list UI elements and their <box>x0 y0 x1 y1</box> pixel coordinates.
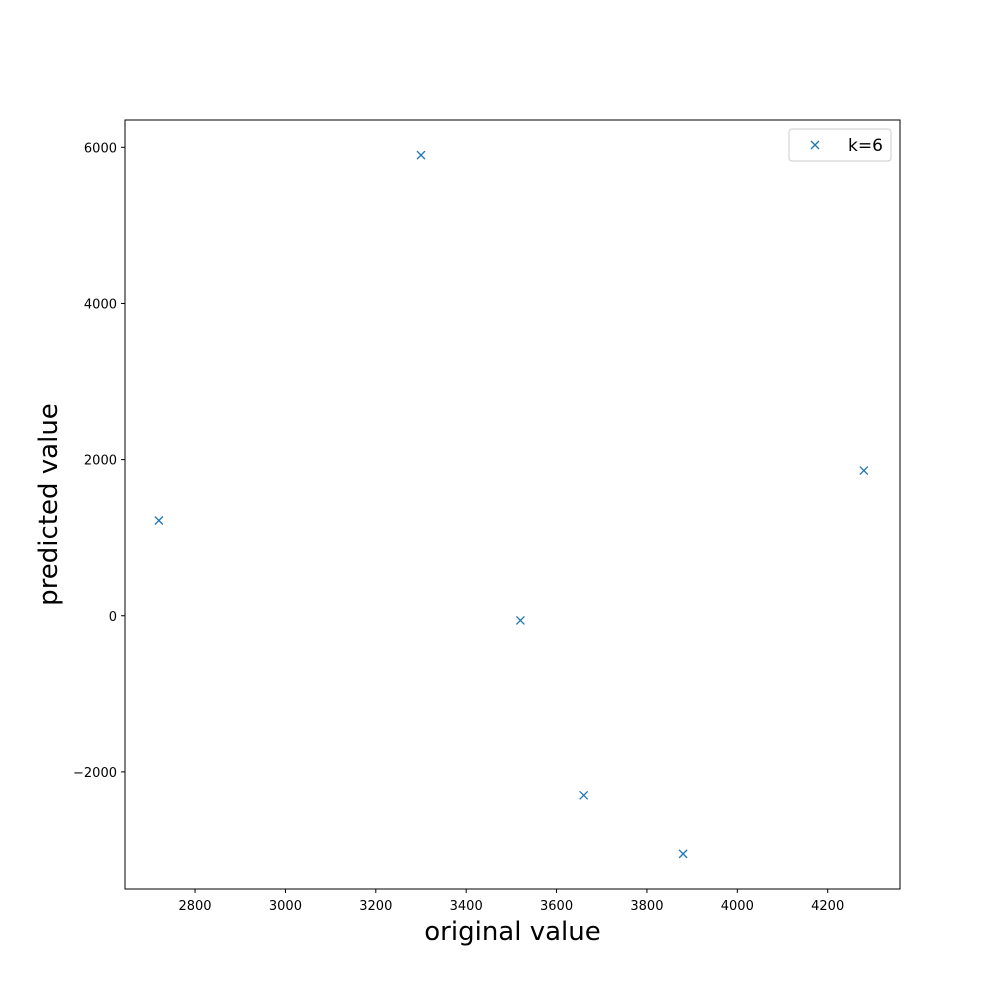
legend-label: k=6 <box>848 136 883 156</box>
data-points <box>154 150 869 859</box>
plot-area-frame <box>124 119 901 890</box>
x-tick-label: 4000 <box>721 899 754 914</box>
y-tick-label: 0 <box>109 610 117 625</box>
x-tick-label: 2800 <box>178 899 211 914</box>
marker-stroke <box>579 790 589 800</box>
marker-stroke <box>859 466 869 475</box>
x-tick-label: 3000 <box>269 899 302 914</box>
marker-stroke <box>515 615 525 625</box>
x-axis-ticks: 2800 3000 3200 3400 3600 3800 4000 4200 <box>178 889 844 914</box>
y-tick-label: 6000 <box>84 141 117 156</box>
x-tick-label: 3400 <box>450 899 483 914</box>
marker-stroke <box>678 849 688 859</box>
data-point-marker <box>154 516 164 525</box>
y-axis-ticks: −2000 0 2000 4000 6000 <box>73 141 125 781</box>
y-tick-label: 2000 <box>84 454 117 469</box>
x-tick-label: 3800 <box>630 899 663 914</box>
data-point-marker <box>859 466 869 475</box>
legend: k=6 <box>788 128 892 162</box>
y-tick-label: 4000 <box>84 297 117 312</box>
marker-stroke <box>810 140 820 150</box>
data-point-marker <box>678 849 688 859</box>
x-tick-label: 4200 <box>811 899 844 914</box>
data-point-marker <box>579 790 589 800</box>
x-tick-label: 3600 <box>540 899 573 914</box>
legend-marker-icon <box>810 140 820 150</box>
data-point-marker <box>416 150 426 160</box>
x-axis-label: original value <box>424 917 600 947</box>
marker-stroke <box>154 516 164 525</box>
marker-stroke <box>416 150 426 160</box>
x-tick-label: 3200 <box>359 899 392 914</box>
y-tick-label: −2000 <box>73 766 117 781</box>
data-point-marker <box>515 615 525 625</box>
y-axis-label: predicted value <box>34 403 64 606</box>
legend-box <box>788 128 892 162</box>
